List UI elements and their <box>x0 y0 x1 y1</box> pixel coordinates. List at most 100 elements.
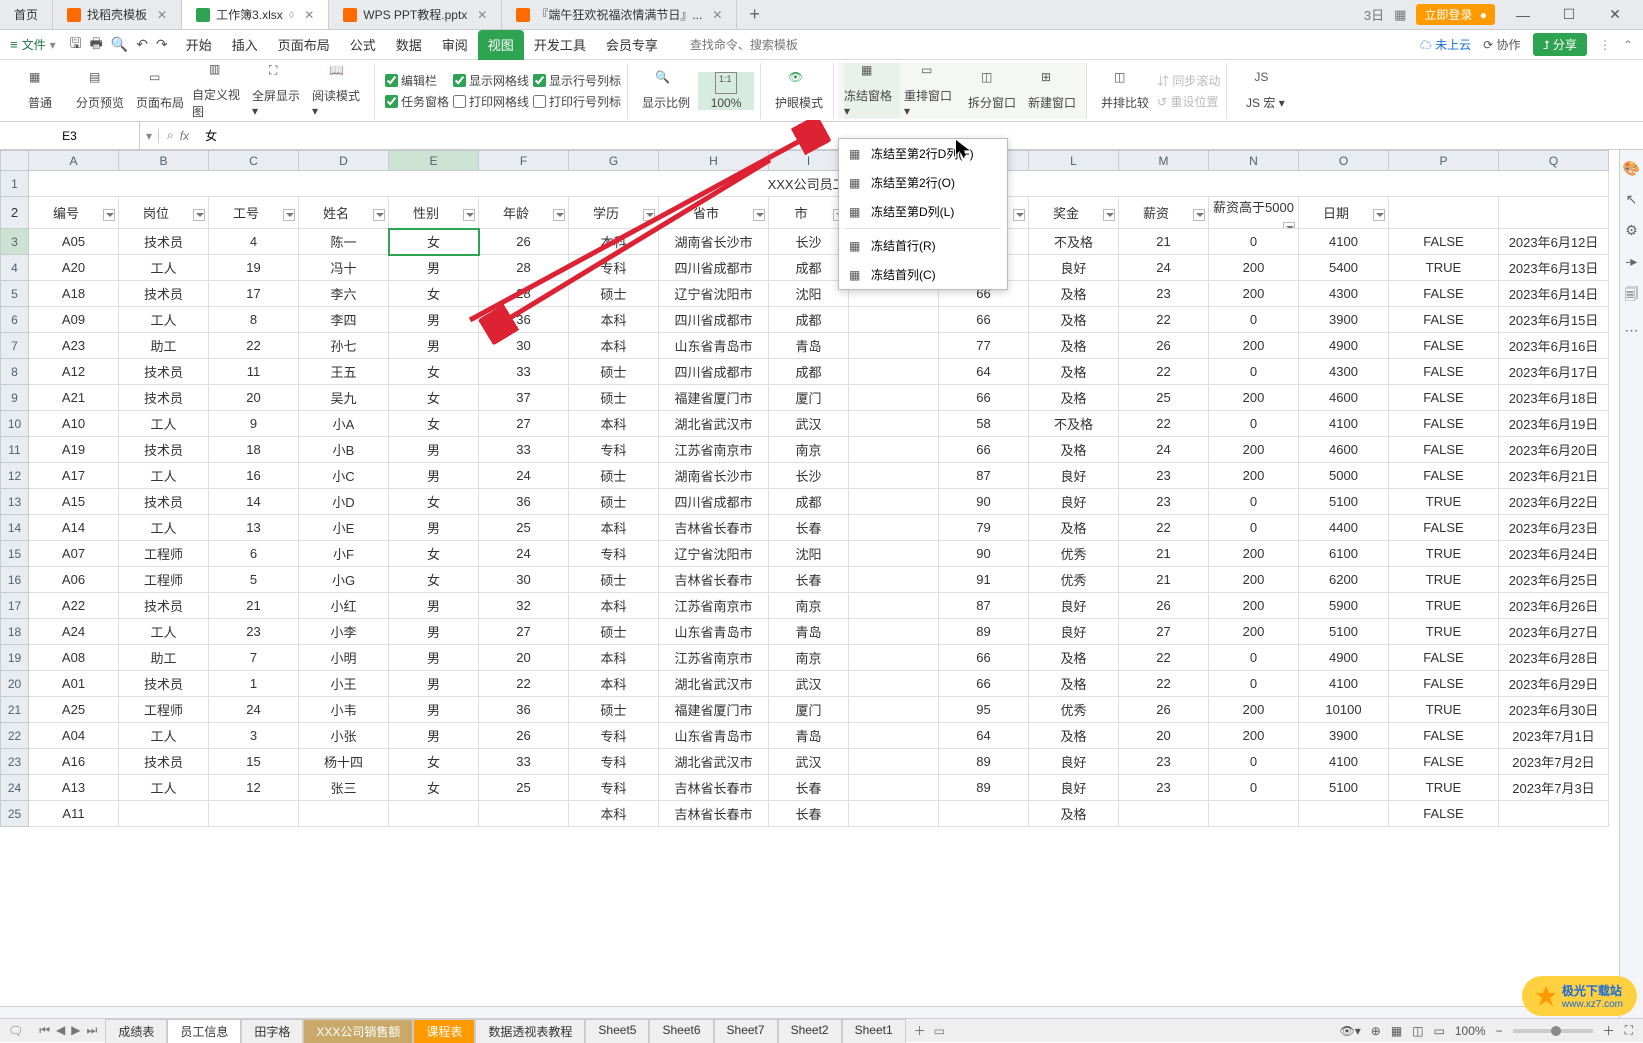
cell[interactable]: 87 <box>939 593 1029 619</box>
cell[interactable]: 4300 <box>1299 359 1389 385</box>
cell[interactable]: 硕士 <box>569 697 659 723</box>
cell[interactable]: A23 <box>29 333 119 359</box>
cell[interactable]: 19 <box>209 255 299 281</box>
zoom-value[interactable]: 100% <box>1455 1024 1486 1038</box>
speak-icon[interactable]: 🗨 <box>0 1024 31 1038</box>
cell[interactable]: 23 <box>1119 749 1209 775</box>
cell[interactable] <box>939 801 1029 827</box>
cell[interactable]: 16 <box>209 463 299 489</box>
ribbon-tab-数据[interactable]: 数据 <box>386 30 432 60</box>
cell[interactable]: 工人 <box>119 411 209 437</box>
cell[interactable]: 2023年6月30日 <box>1499 697 1609 723</box>
cell[interactable]: 技术员 <box>119 593 209 619</box>
cell[interactable]: 硕士 <box>569 619 659 645</box>
cell[interactable]: 男 <box>389 593 479 619</box>
cell[interactable]: 2023年6月15日 <box>1499 307 1609 333</box>
cell[interactable]: 90 <box>939 489 1029 515</box>
cell[interactable]: 200 <box>1209 385 1299 411</box>
cell[interactable]: 男 <box>389 697 479 723</box>
cell[interactable]: 辽宁省沈阳市 <box>659 541 769 567</box>
cell[interactable]: 工人 <box>119 255 209 281</box>
freeze-menu-item[interactable]: ▦冻结首列(C) <box>839 260 1007 289</box>
cell[interactable]: 专科 <box>569 775 659 801</box>
cell[interactable]: 良好 <box>1029 489 1119 515</box>
cell[interactable]: 及格 <box>1029 515 1119 541</box>
cell[interactable]: 技术员 <box>119 359 209 385</box>
cell[interactable]: 0 <box>1209 489 1299 515</box>
status-read-icon[interactable]: ▭ <box>1434 1024 1445 1038</box>
cell[interactable]: 李四 <box>299 307 389 333</box>
cell[interactable]: 9 <box>209 411 299 437</box>
row-header[interactable]: 14 <box>1 515 29 541</box>
cell[interactable]: A20 <box>29 255 119 281</box>
cell[interactable]: 8 <box>209 307 299 333</box>
checkbox[interactable] <box>385 74 398 87</box>
cell[interactable]: 7 <box>209 645 299 671</box>
cell[interactable]: 小红 <box>299 593 389 619</box>
cell[interactable]: 11 <box>209 359 299 385</box>
cell[interactable]: 33 <box>479 749 569 775</box>
cell[interactable] <box>1299 801 1389 827</box>
doc-tab-pin-icon[interactable]: ⬨ <box>289 7 294 22</box>
doc-tab[interactable]: WPS PPT教程.pptx✕ <box>329 0 502 29</box>
zoom-in-icon[interactable]: ＋ <box>1603 1022 1615 1039</box>
cell[interactable]: 及格 <box>1029 671 1119 697</box>
cell[interactable]: 及格 <box>1029 801 1119 827</box>
cell[interactable]: 青岛 <box>769 723 849 749</box>
cell[interactable]: 27 <box>1119 619 1209 645</box>
cell[interactable]: 小D <box>299 489 389 515</box>
cell[interactable]: 4300 <box>1299 281 1389 307</box>
cell[interactable]: 17 <box>209 281 299 307</box>
filter-icon[interactable] <box>1283 222 1295 229</box>
cell[interactable]: A09 <box>29 307 119 333</box>
cell[interactable]: 18 <box>209 437 299 463</box>
doc-tab[interactable]: 工作簿3.xlsx⬨✕ <box>182 0 329 29</box>
cell[interactable]: 13 <box>209 515 299 541</box>
cell[interactable] <box>849 671 939 697</box>
cell[interactable] <box>849 619 939 645</box>
new-window-button[interactable]: ⊞ 新建窗口 <box>1024 70 1080 111</box>
cell[interactable]: TRUE <box>1389 593 1499 619</box>
row-header[interactable]: 22 <box>1 723 29 749</box>
cell[interactable]: 23 <box>1119 489 1209 515</box>
cell[interactable]: 6100 <box>1299 541 1389 567</box>
checkbox[interactable] <box>533 74 546 87</box>
cell[interactable]: 长沙 <box>769 463 849 489</box>
filter-header-cell[interactable]: 薪资 <box>1119 197 1209 229</box>
cell[interactable]: 89 <box>939 749 1029 775</box>
cell[interactable]: 23 <box>1119 775 1209 801</box>
cell[interactable]: 21 <box>1119 541 1209 567</box>
row-header[interactable]: 9 <box>1 385 29 411</box>
cell[interactable]: A13 <box>29 775 119 801</box>
redo-icon[interactable]: ↷ <box>156 36 168 53</box>
cell[interactable]: 及格 <box>1029 281 1119 307</box>
check-打印行号列标[interactable]: 打印行号列标 <box>533 93 621 110</box>
cell[interactable]: 良好 <box>1029 775 1119 801</box>
cancel-icon[interactable]: ⌕ <box>167 128 174 143</box>
cell[interactable] <box>299 801 389 827</box>
cell[interactable]: 女 <box>389 541 479 567</box>
cell[interactable]: 4100 <box>1299 411 1389 437</box>
cell[interactable]: 技术员 <box>119 489 209 515</box>
cell[interactable]: 3900 <box>1299 307 1389 333</box>
cell[interactable]: 湖北省武汉市 <box>659 671 769 697</box>
cell[interactable]: 本科 <box>569 671 659 697</box>
cell[interactable]: 女 <box>389 775 479 801</box>
filter-icon[interactable] <box>1373 209 1385 221</box>
cell[interactable]: 优秀 <box>1029 541 1119 567</box>
cell[interactable]: 专科 <box>569 723 659 749</box>
eye-mode-button[interactable]: 👁 护眼模式 <box>771 70 827 111</box>
cell[interactable]: 12 <box>209 775 299 801</box>
view-自定义视图[interactable]: ▥自定义视图 <box>192 62 248 120</box>
sheet-tab[interactable]: Sheet5 <box>585 1019 649 1043</box>
cell[interactable]: TRUE <box>1389 567 1499 593</box>
cell[interactable]: 女 <box>389 749 479 775</box>
cell[interactable]: 湖北省武汉市 <box>659 749 769 775</box>
window-close[interactable]: ✕ <box>1597 6 1633 23</box>
cell[interactable]: 技术员 <box>119 385 209 411</box>
cell[interactable]: 及格 <box>1029 723 1119 749</box>
cell[interactable]: 26 <box>1119 333 1209 359</box>
cell[interactable]: 5100 <box>1299 619 1389 645</box>
cell[interactable] <box>119 801 209 827</box>
cell[interactable]: 小G <box>299 567 389 593</box>
